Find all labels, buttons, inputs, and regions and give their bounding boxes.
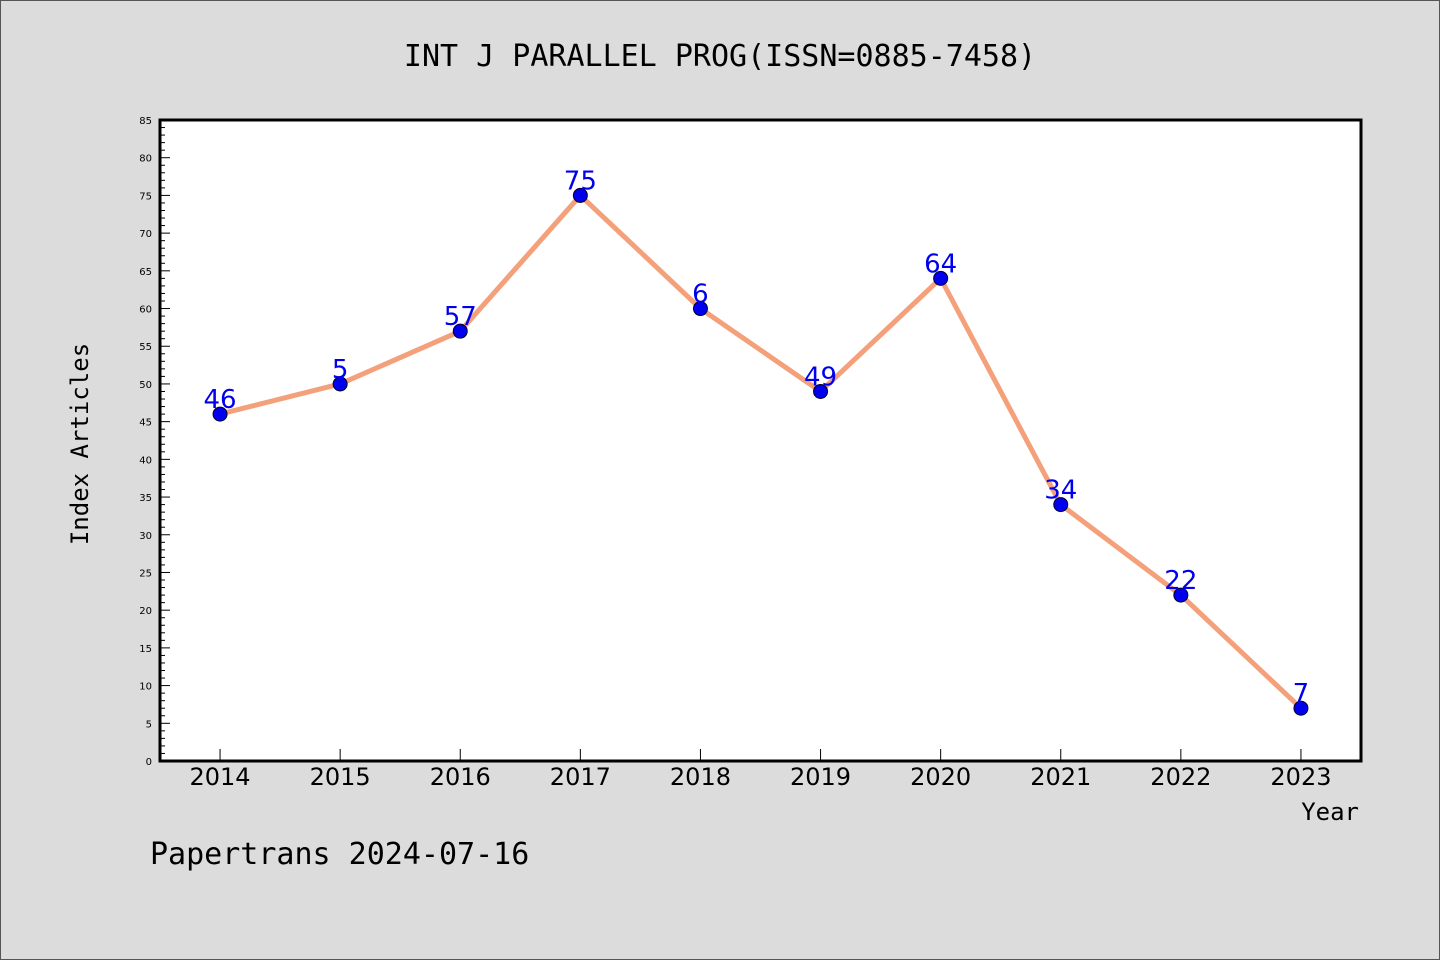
- y-tick-label: 55: [139, 342, 152, 353]
- y-tick-label: 75: [139, 191, 152, 202]
- x-axis-title: Year: [1301, 798, 1359, 826]
- y-tick-label: 0: [146, 757, 152, 768]
- data-label: 46: [204, 385, 237, 415]
- data-labels: 46 5 57 75 6 49 64 34 22 7: [204, 166, 1310, 709]
- y-tick-label: 60: [139, 305, 152, 316]
- data-label: 7: [1293, 679, 1310, 709]
- x-tick-label: 2022: [1150, 763, 1211, 791]
- y-tick-label: 25: [139, 568, 152, 579]
- x-tick-label: 2018: [670, 763, 731, 791]
- data-point: [1053, 497, 1069, 513]
- data-point: [572, 187, 588, 203]
- data-point: [813, 383, 829, 399]
- x-tick-label: 2023: [1270, 763, 1331, 791]
- data-point: [212, 406, 228, 422]
- plot-border: [158, 118, 1363, 763]
- y-tick-label: 65: [139, 267, 152, 278]
- y-tick-label: 35: [139, 493, 152, 504]
- data-label: 49: [804, 362, 837, 392]
- data-label: 57: [444, 302, 477, 332]
- x-tick-label: 2015: [310, 763, 371, 791]
- y-tick-label: 80: [139, 154, 152, 165]
- chart-title: INT J PARALLEL PROG(ISSN=0885-7458): [404, 39, 1036, 74]
- data-label: 5: [332, 355, 349, 385]
- plot-area: [160, 120, 1361, 761]
- data-point: [452, 323, 468, 339]
- x-tick-label: 2014: [190, 763, 251, 791]
- x-tick-label: 2017: [550, 763, 611, 791]
- data-point: [692, 301, 708, 317]
- x-axis: 2014 2015 2016 2017 2018 2019 2020 2021 2022 2023: [190, 749, 1331, 791]
- data-point: [332, 376, 348, 392]
- y-tick-label: 50: [139, 380, 152, 391]
- x-tick-label: 2016: [430, 763, 491, 791]
- y-tick-label: 70: [139, 229, 152, 240]
- y-tick-label: 10: [139, 682, 152, 693]
- y-tick-label: 15: [139, 644, 152, 655]
- data-label: 22: [1164, 566, 1197, 596]
- data-label: 64: [924, 249, 957, 279]
- y-tick-label: 40: [139, 455, 152, 466]
- series-layer: [212, 187, 1309, 716]
- y-axis-title: Index Articles: [66, 343, 94, 545]
- series-line: [217, 192, 1304, 711]
- y-tick-label: 20: [139, 606, 152, 617]
- data-label: 34: [1044, 476, 1077, 506]
- data-label: 75: [564, 166, 597, 196]
- data-label: 6: [692, 280, 709, 310]
- y-tick-label: 5: [146, 719, 152, 730]
- x-tick-label: 2020: [910, 763, 971, 791]
- footer-text: Papertrans 2024-07-16: [150, 837, 529, 872]
- data-point: [1293, 700, 1309, 716]
- y-tick-label: 30: [139, 531, 152, 542]
- data-point: [933, 270, 949, 286]
- x-tick-label: 2019: [790, 763, 851, 791]
- y-tick-label: 45: [139, 418, 152, 429]
- x-tick-label: 2021: [1030, 763, 1091, 791]
- data-point: [1173, 587, 1189, 603]
- y-tick-label: 85: [139, 116, 152, 127]
- y-axis: 0 5 10 15 20 25 30 35 40 45 50 55 60 65 70 75 80 85: [139, 116, 170, 768]
